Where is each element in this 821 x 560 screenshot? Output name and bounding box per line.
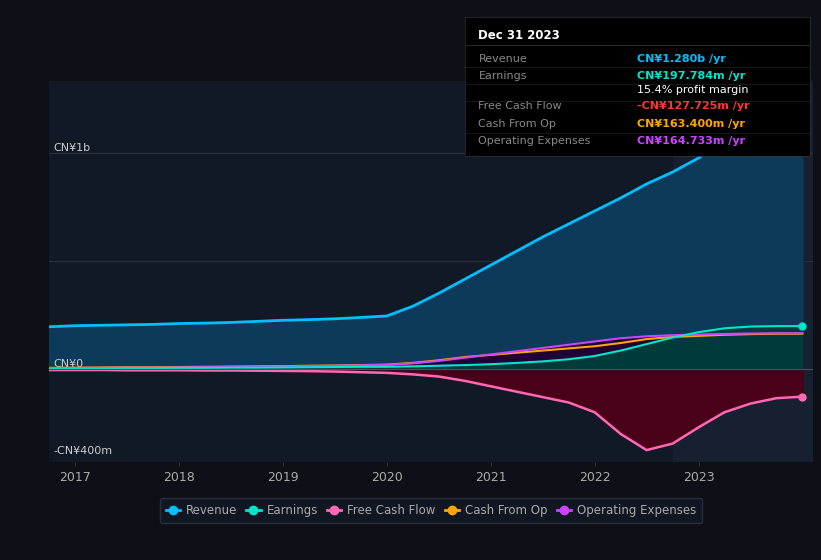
Bar (672, 81, 813, 462)
Text: Revenue: Revenue (479, 54, 527, 64)
Text: CN¥1b: CN¥1b (53, 143, 90, 152)
Text: CN¥164.733m /yr: CN¥164.733m /yr (637, 136, 745, 146)
Text: -CN¥400m: -CN¥400m (53, 446, 112, 455)
Legend: Revenue, Earnings, Free Cash Flow, Cash From Op, Operating Expenses: Revenue, Earnings, Free Cash Flow, Cash … (159, 498, 703, 522)
Text: CN¥0: CN¥0 (53, 359, 83, 369)
Text: 15.4% profit margin: 15.4% profit margin (637, 85, 749, 95)
Text: -CN¥127.725m /yr: -CN¥127.725m /yr (637, 101, 750, 111)
Text: CN¥1.280b /yr: CN¥1.280b /yr (637, 54, 726, 64)
Text: CN¥197.784m /yr: CN¥197.784m /yr (637, 71, 745, 81)
Text: CN¥163.400m /yr: CN¥163.400m /yr (637, 119, 745, 129)
Text: Operating Expenses: Operating Expenses (479, 136, 591, 146)
Text: Dec 31 2023: Dec 31 2023 (479, 29, 560, 43)
Text: Cash From Op: Cash From Op (479, 119, 557, 129)
Text: Free Cash Flow: Free Cash Flow (479, 101, 562, 111)
Text: Earnings: Earnings (479, 71, 527, 81)
